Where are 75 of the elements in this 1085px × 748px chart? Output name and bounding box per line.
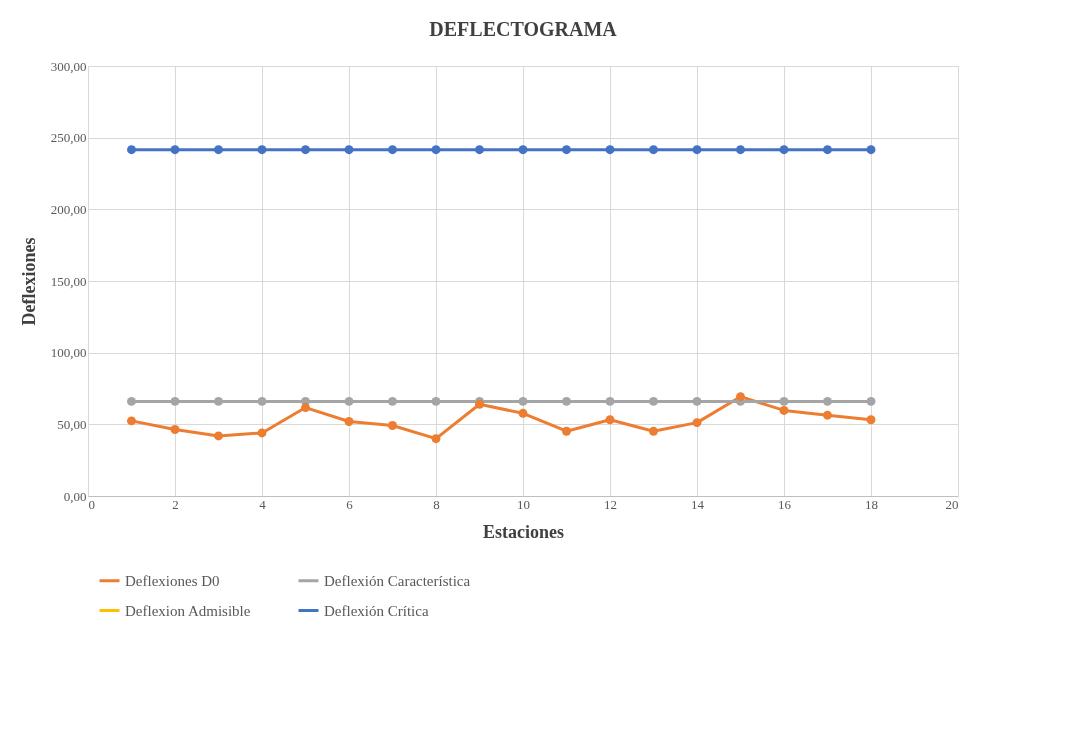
point	[475, 145, 484, 155]
point	[823, 410, 832, 420]
y-tick-label: 300,00	[50, 58, 87, 74]
y-tick-label: 50,00	[57, 416, 87, 432]
y-tick-label: 150,00	[50, 273, 87, 289]
point	[692, 145, 702, 155]
x-tick-label: 2	[172, 496, 179, 512]
chart-title: DEFLECTOGRAMA	[429, 18, 618, 40]
point	[388, 396, 397, 406]
point	[127, 396, 136, 406]
point	[344, 145, 354, 155]
point	[518, 396, 528, 406]
point	[170, 396, 180, 406]
point	[866, 145, 876, 155]
y-tick-label: 250,00	[50, 130, 87, 146]
point	[170, 425, 180, 434]
x-tick-label: 14	[691, 496, 705, 512]
point	[823, 396, 832, 406]
x-axis-title: Estaciones	[483, 521, 564, 542]
point	[127, 145, 136, 155]
point	[257, 428, 267, 438]
x-tick-label: 8	[433, 496, 440, 512]
point	[518, 145, 528, 155]
point	[127, 416, 136, 426]
point	[562, 396, 571, 406]
point	[649, 396, 658, 406]
point	[779, 405, 789, 415]
y-axis-title: Deflexiones	[18, 237, 39, 326]
point	[344, 396, 354, 406]
point	[649, 426, 658, 436]
point	[605, 145, 615, 155]
legend-label: Deflexión Característica	[324, 572, 471, 589]
point	[431, 145, 441, 155]
y-tick-label: 200,00	[50, 201, 87, 217]
point	[214, 145, 223, 155]
point	[736, 392, 745, 402]
x-tick-label: 0	[88, 496, 95, 512]
legend-label: Deflexion Admisible	[125, 602, 251, 619]
legend-label: Deflexiones D0	[125, 572, 220, 589]
point	[214, 431, 223, 441]
point	[605, 396, 615, 406]
x-tick-label: 4	[259, 496, 267, 512]
point	[866, 415, 876, 425]
x-tick-label: 18	[865, 496, 878, 512]
point	[301, 403, 310, 413]
x-tick-label: 6	[346, 496, 354, 512]
y-tick-label: 100,00	[50, 345, 87, 361]
point	[866, 396, 876, 406]
x-tick-label: 20	[945, 496, 959, 512]
x-tick-label: 12	[604, 496, 617, 512]
x-tick-label: 10	[517, 496, 530, 512]
point	[214, 396, 223, 406]
point	[301, 145, 310, 155]
point	[736, 145, 745, 155]
x-tick-label: 16	[778, 496, 792, 512]
point	[344, 417, 354, 426]
point	[779, 145, 789, 155]
point	[431, 396, 441, 406]
point	[257, 145, 267, 155]
legend-label: Deflexión Crítica	[324, 602, 429, 619]
point	[518, 408, 528, 418]
point	[692, 396, 702, 406]
point	[431, 434, 441, 444]
point	[823, 145, 832, 155]
point	[779, 396, 789, 406]
point	[388, 145, 397, 155]
point	[562, 145, 571, 155]
y-tick-label: 0,00	[63, 488, 87, 504]
point	[649, 145, 658, 155]
point	[388, 421, 397, 430]
point	[692, 418, 702, 428]
point	[605, 415, 615, 425]
point	[257, 396, 267, 406]
point	[170, 145, 180, 155]
point	[562, 426, 571, 436]
